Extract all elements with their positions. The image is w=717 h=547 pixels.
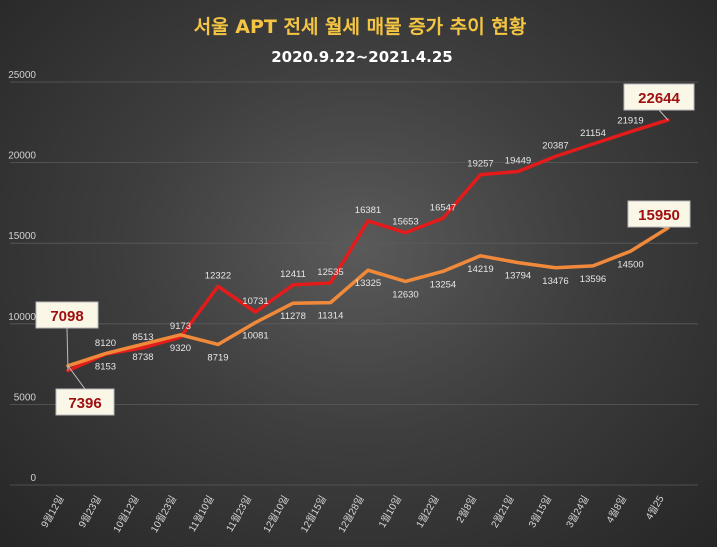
data-label: 13325 [355,278,381,289]
data-label: 12322 [205,270,231,281]
series-line-2 [66,226,670,368]
data-label: 12630 [392,289,418,300]
data-label: 20387 [542,140,568,151]
data-label: 15653 [392,217,418,228]
callout-leader [67,365,86,390]
callout-box [35,301,99,329]
data-label: 14500 [617,259,643,270]
data-label: 13794 [505,271,531,282]
series-line-1 [66,118,670,373]
callouts: 7098 7396 22644 15950 [35,83,695,416]
data-label: 13254 [430,279,456,290]
callout-box [55,388,115,416]
data-label: 8738 [132,352,153,363]
y-tick-label: 15000 [8,231,36,242]
x-tick-label: 9월23일 [76,494,104,530]
data-label: 21154 [580,128,606,139]
y-tick-label: 5000 [14,392,37,403]
x-tick-label: 10월23일 [148,494,179,535]
data-label: 8719 [207,352,228,363]
x-tick-label: 1월22일 [414,494,442,530]
x-tick-label: 10월12일 [111,494,142,535]
callout-leader [658,109,669,121]
chart-subtitle: 2020.9.22~2021.4.25 [271,48,452,66]
y-tick-label: 10000 [8,312,36,323]
x-tick-label: 4월25 [643,493,667,522]
data-label: 11278 [280,311,306,322]
y-axis-ticks: 0 5000 10000 15000 20000 25000 [8,70,36,484]
y-tick-label: 20000 [8,151,36,162]
data-label: 21919 [617,116,643,127]
data-label: 8513 [132,332,153,343]
data-label: 10731 [242,296,268,307]
y-tick-label: 25000 [8,70,36,81]
callout-box [627,200,691,228]
x-tick-label: 2월8일 [454,494,479,526]
x-tick-label: 12월15일 [298,494,329,535]
x-tick-label: 12월28일 [336,494,367,535]
x-tick-label: 11월10일 [186,494,216,535]
x-tick-label: 3월24일 [564,494,592,530]
data-label: 8153 [95,362,116,373]
callout-label: 7396 [68,395,101,412]
data-labels: 8120 8153 8513 8738 9173 9320 12322 8719 10731 10… [95,116,644,373]
x-tick-label: 9월12일 [39,494,67,530]
x-tick-label: 4월8일 [604,494,629,526]
x-tick-label: 12월10일 [261,494,292,535]
data-label: 19257 [467,159,493,170]
x-tick-label: 11월23일 [224,494,254,535]
data-label: 11314 [318,311,344,322]
callout-label: 15950 [638,207,680,224]
callout-leader [66,327,69,371]
data-label: 16381 [355,205,381,216]
y-tick-label: 0 [30,473,36,484]
data-label: 9320 [170,343,191,354]
data-label: 12411 [280,269,306,280]
x-tick-label: 3월15일 [526,494,554,530]
data-label: 8120 [95,338,116,349]
data-label: 19449 [505,155,531,166]
callout-label: 22644 [638,90,680,107]
callout-box [623,83,695,111]
x-tick-label: 1월10일 [376,494,404,530]
data-label: 10081 [242,330,268,341]
x-axis-ticks: 9월12일 9월23일 10월12일 10월23일 11월10일 11월23일 12월10일… [39,493,667,535]
data-label: 13596 [580,274,606,285]
series-lines [66,118,670,373]
data-label: 9173 [170,321,191,332]
data-label: 13476 [542,276,568,287]
data-label: 12535 [317,267,343,278]
callout-label: 7098 [50,308,83,325]
chart-title: 서울 APT 전세 월세 매물 증가 추이 현황 [194,15,527,38]
data-label: 14219 [467,264,493,275]
x-tick-label: 2월21일 [489,494,517,530]
data-label: 16547 [430,202,456,213]
grid-lines [10,81,698,486]
